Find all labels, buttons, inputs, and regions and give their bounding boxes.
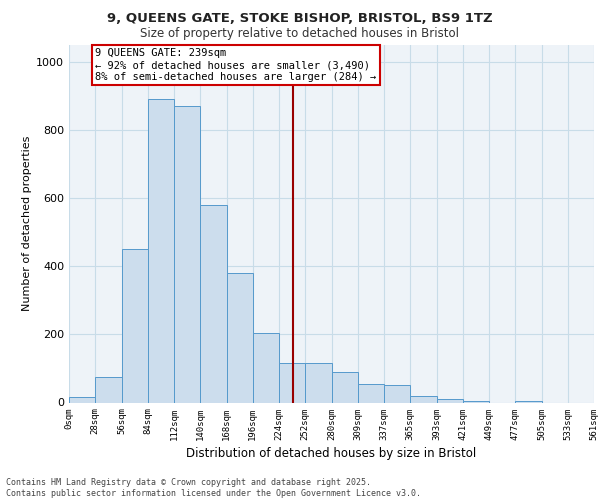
Bar: [410, 396, 437, 402]
Bar: [174, 106, 200, 403]
Bar: [358, 384, 384, 402]
Bar: [200, 205, 227, 402]
Bar: [95, 377, 121, 402]
Bar: [305, 364, 331, 403]
Bar: [121, 250, 148, 402]
Bar: [69, 398, 95, 402]
Bar: [384, 386, 410, 402]
X-axis label: Distribution of detached houses by size in Bristol: Distribution of detached houses by size …: [187, 446, 476, 460]
Bar: [148, 100, 174, 403]
Y-axis label: Number of detached properties: Number of detached properties: [22, 136, 32, 312]
Text: Contains HM Land Registry data © Crown copyright and database right 2025.
Contai: Contains HM Land Registry data © Crown c…: [6, 478, 421, 498]
Bar: [253, 332, 279, 402]
Text: 9, QUEENS GATE, STOKE BISHOP, BRISTOL, BS9 1TZ: 9, QUEENS GATE, STOKE BISHOP, BRISTOL, B…: [107, 12, 493, 26]
Bar: [515, 401, 542, 402]
Bar: [463, 401, 489, 402]
Bar: [227, 273, 253, 402]
Bar: [437, 399, 463, 402]
Text: 9 QUEENS GATE: 239sqm
← 92% of detached houses are smaller (3,490)
8% of semi-de: 9 QUEENS GATE: 239sqm ← 92% of detached …: [95, 48, 377, 82]
Text: Size of property relative to detached houses in Bristol: Size of property relative to detached ho…: [140, 28, 460, 40]
Bar: [279, 364, 305, 403]
Bar: [331, 372, 358, 402]
